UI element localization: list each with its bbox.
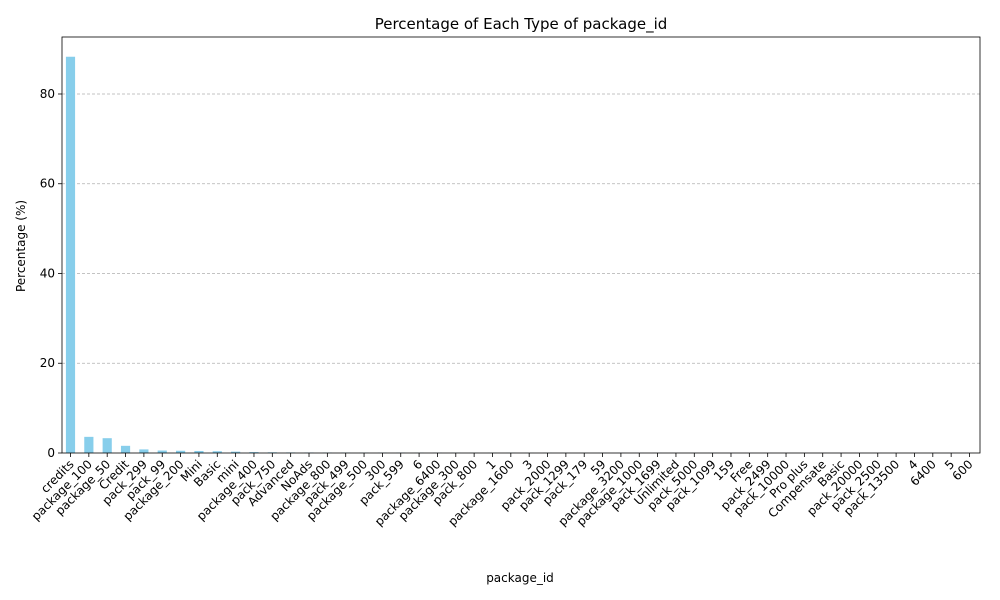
y-axis: 0 20 40 60 80 (40, 87, 62, 460)
bar (249, 452, 259, 453)
bar (102, 438, 112, 453)
bar (157, 450, 167, 453)
gridlines (62, 93, 980, 364)
bar (212, 451, 222, 453)
y-tick-label: 0 (47, 446, 55, 460)
y-tick-label: 20 (40, 356, 55, 370)
bar (84, 436, 94, 453)
plot-frame (61, 36, 981, 454)
y-axis-label: Percentage (%) (14, 200, 28, 292)
bar (120, 445, 131, 453)
x-axis-label: package_id (486, 571, 554, 585)
bar (139, 449, 149, 453)
bar (65, 56, 76, 453)
y-tick-label: 60 (40, 177, 55, 191)
chart-title: Percentage of Each Type of package_id (375, 15, 668, 34)
bar (194, 450, 204, 453)
bar (175, 450, 186, 453)
y-tick-label: 40 (40, 266, 55, 280)
y-tick-label: 80 (40, 87, 55, 101)
bar (231, 451, 241, 453)
